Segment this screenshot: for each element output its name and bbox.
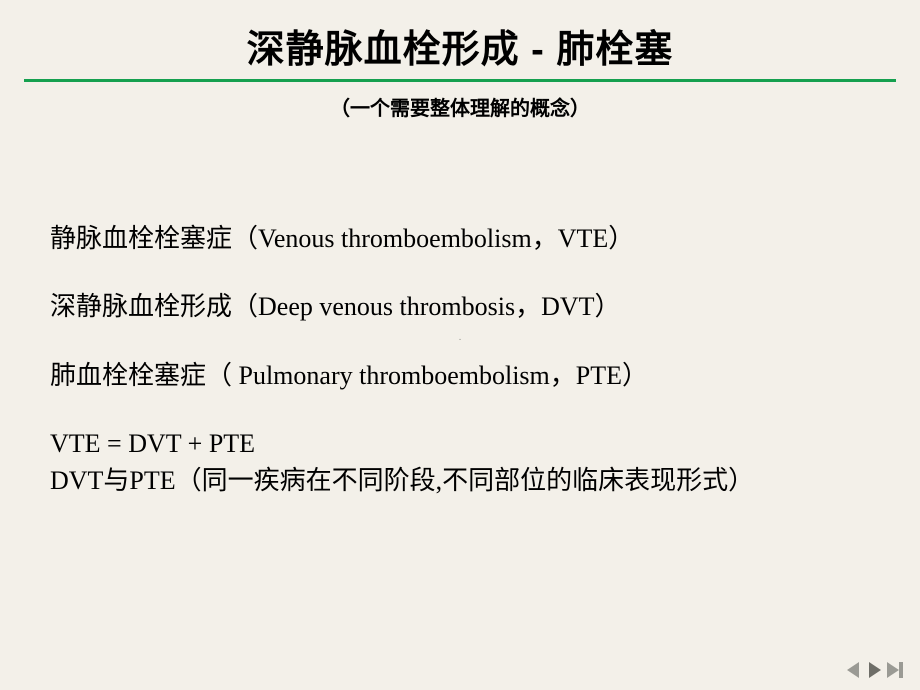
body-line: DVT与PTE（同一疾病在不同阶段,不同部位的临床表现形式） bbox=[50, 463, 870, 499]
body-line: VTE = DVT + PTE bbox=[50, 426, 870, 462]
title-rule bbox=[24, 79, 896, 82]
spacer bbox=[50, 257, 870, 289]
slide-subtitle: （一个需要整体理解的概念） bbox=[0, 92, 920, 121]
body-line: 静脉血栓栓塞症（Venous thromboembolism，VTE） bbox=[50, 221, 870, 257]
body-line: 肺血栓栓塞症（ Pulmonary thromboembolism，PTE） bbox=[50, 358, 870, 394]
play-icon[interactable] bbox=[864, 660, 884, 680]
slide-title: 深静脉血栓形成 - 肺栓塞 bbox=[0, 18, 920, 73]
next-end-icon[interactable] bbox=[884, 660, 908, 680]
body-line: 深静脉血栓形成（Deep venous thrombosis，DVT） bbox=[50, 289, 870, 325]
slide: 深静脉血栓形成 - 肺栓塞 （一个需要整体理解的概念） 静脉血栓栓塞症（Veno… bbox=[0, 0, 920, 690]
watermark-dot: · bbox=[458, 334, 461, 345]
nav-controls bbox=[844, 660, 908, 680]
prev-icon[interactable] bbox=[844, 660, 864, 680]
content-area: 静脉血栓栓塞症（Venous thromboembolism，VTE） 深静脉血… bbox=[0, 121, 920, 499]
title-block: 深静脉血栓形成 - 肺栓塞 （一个需要整体理解的概念） bbox=[0, 0, 920, 121]
spacer bbox=[50, 394, 870, 426]
